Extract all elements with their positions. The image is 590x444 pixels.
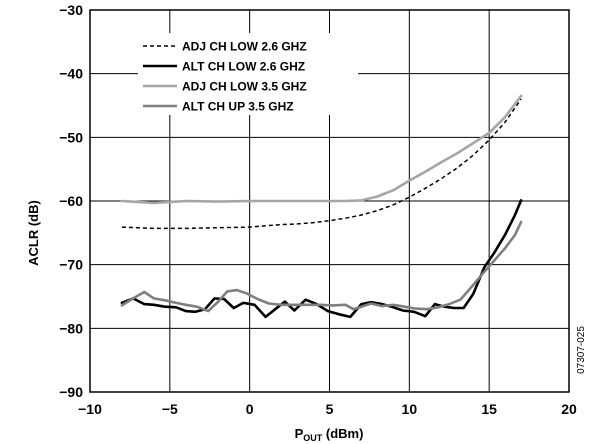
legend-label: ADJ CH LOW 3.5 GHZ: [182, 80, 307, 94]
x-axis-label-main: P: [295, 426, 304, 441]
x-tick-label: 10: [402, 401, 418, 417]
legend-label: ALT CH UP 3.5 GHZ: [182, 100, 294, 114]
x-tick-label: 0: [246, 401, 254, 417]
x-axis-label-sub: OUT: [303, 433, 323, 443]
plot-frame: [89, 9, 570, 393]
y-tick-label: −70: [59, 257, 83, 273]
x-tick-label: 15: [481, 401, 497, 417]
x-tick-label: −10: [78, 401, 102, 417]
series-line: [120, 199, 523, 319]
y-tick-label: −50: [59, 129, 83, 145]
x-tick-label: 5: [326, 401, 334, 417]
x-axis-label: POUT (dBm): [295, 426, 364, 443]
x-tick-label: −5: [162, 401, 178, 417]
y-tick-labels: −90 −80 −70 −60 −50 −40 −30: [59, 2, 83, 400]
y-tick-label: −40: [59, 66, 83, 82]
y-tick-label: −60: [59, 193, 83, 209]
series-line: [121, 98, 522, 230]
y-axis-label: ACLR (dB): [26, 200, 41, 266]
series-lines: [120, 94, 523, 319]
legend-label: ADJ CH LOW 2.6 GHZ: [182, 40, 307, 54]
y-tick-label: −30: [59, 2, 83, 18]
legend: ADJ CH LOW 2.6 GHZ ALT CH LOW 2.6 GHZ ADJ …: [143, 40, 307, 114]
series-line: [120, 220, 523, 313]
x-axis-label-rest: (dBm): [322, 426, 363, 441]
y-tick-label: −80: [59, 320, 83, 336]
y-tick-label: −90: [59, 384, 83, 400]
figure-id: 07307-025: [576, 326, 587, 374]
legend-label: ALT CH LOW 2.6 GHZ: [182, 60, 305, 74]
x-tick-label: 20: [561, 401, 577, 417]
series-line: [120, 94, 523, 205]
x-tick-labels: −10 −5 0 5 10 15 20: [78, 401, 577, 417]
